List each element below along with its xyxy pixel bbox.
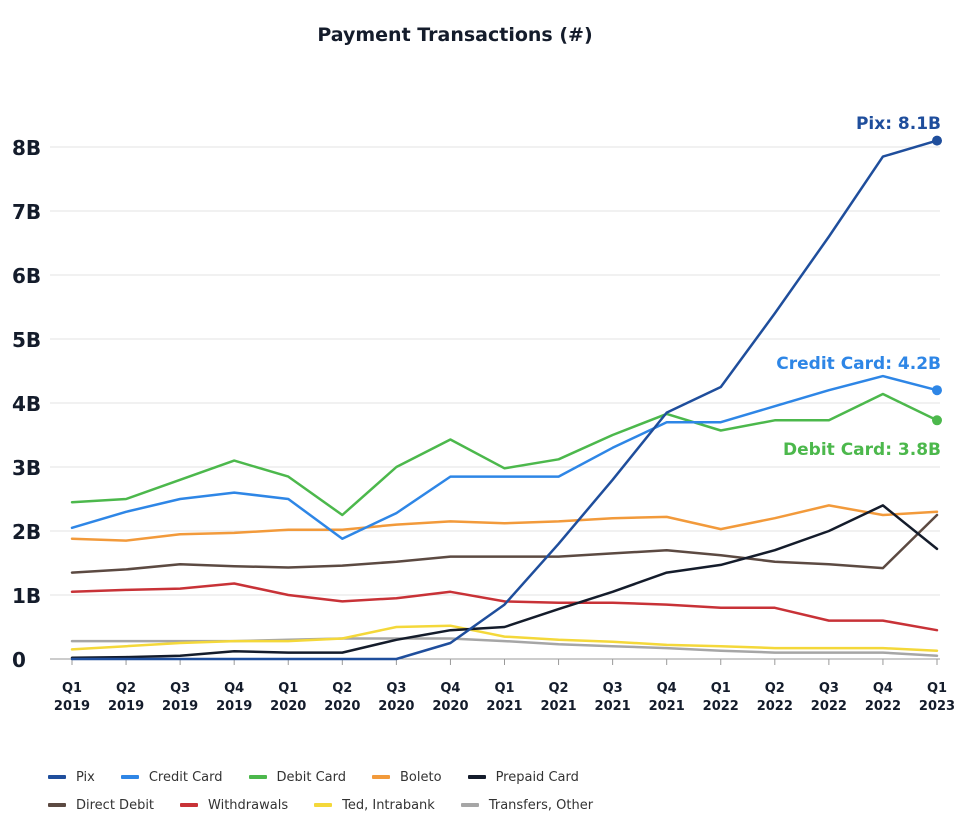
series-line-debit-card	[70, 392, 939, 517]
x-tick-label: Q3 2021	[595, 681, 631, 714]
y-tick-label: 4B	[12, 392, 41, 416]
end-value-label: Pix: 8.1B	[856, 114, 941, 134]
legend-item: Withdrawals	[180, 798, 288, 813]
legend-swatch	[314, 803, 333, 807]
legend-swatch	[372, 775, 391, 779]
x-tick-label: Q1 2020	[270, 681, 306, 714]
legend: Pix Credit Card Debit Card Boleto Prepaid Ca…	[48, 763, 948, 819]
end-value-label: Credit Card: 4.2B	[776, 354, 941, 374]
y-tick-label: 8B	[12, 136, 41, 160]
y-tick-label: 0	[12, 648, 26, 672]
y-tick-label: 2B	[12, 520, 41, 544]
legend-item: Prepaid Card	[467, 769, 579, 785]
x-tick-label: Q4 2021	[649, 681, 685, 714]
series-end-labels: Debit Card: 3.8B Credit Card: 4.2B Pix: 8.…	[776, 114, 941, 460]
legend-label: Transfers, Other	[488, 797, 594, 813]
legend-label: Withdrawals	[208, 797, 289, 813]
legend-swatch	[48, 803, 66, 807]
x-tick-label: Q3 2022	[811, 681, 847, 714]
series-line-pix	[70, 139, 939, 661]
legend-row: Pix Credit Card Debit Card Boleto Prepaid Ca…	[48, 763, 948, 791]
x-tick-label: Q3 2019	[162, 681, 198, 714]
legend-label: Credit Card	[148, 769, 223, 785]
gridlines	[50, 146, 940, 660]
x-tick-label: Q2 2019	[108, 681, 144, 714]
end-marker	[932, 135, 942, 146]
x-tick-label: Q2 2022	[757, 681, 793, 714]
legend-swatch	[180, 803, 199, 807]
legend-row: Direct Debit Withdrawals Ted, Intrabank Tra…	[48, 791, 948, 819]
x-tick-label: Q1 2022	[703, 681, 739, 714]
series-line-withdrawals	[70, 582, 939, 632]
x-tick-label: Q1 2023	[919, 681, 955, 714]
legend-swatch	[248, 775, 267, 779]
y-tick-label: 1B	[12, 584, 41, 608]
legend-label: Ted, Intrabank	[342, 797, 435, 813]
x-tick-label: Q3 2020	[378, 681, 414, 714]
x-tick-label: Q1 2021	[486, 681, 522, 714]
chart-title: Payment Transactions (#)	[317, 24, 593, 46]
legend-swatch	[467, 775, 486, 779]
series-line-direct-debit	[70, 513, 939, 574]
legend-item: Boleto	[372, 770, 442, 785]
y-tick-label: 3B	[12, 456, 41, 480]
legend-label: Debit Card	[276, 769, 347, 785]
legend-swatch	[460, 803, 479, 807]
legend-item: Pix	[48, 770, 95, 785]
legend-swatch	[48, 775, 66, 779]
x-tick-label: Q2 2020	[324, 681, 360, 714]
legend-item: Credit Card	[120, 769, 223, 785]
series-line-prepaid-card	[70, 504, 939, 659]
legend-item: Ted, Intrabank	[314, 798, 435, 813]
end-value-label: Debit Card: 3.8B	[783, 440, 941, 460]
x-tick-label: Q4 2019	[216, 681, 252, 714]
legend-label: Prepaid Card	[495, 769, 579, 785]
x-tick-label: Q4 2020	[432, 681, 468, 714]
y-axis-tick-labels: 0 1B 2B 3B 4B 5B 6B 7B 8B	[12, 136, 41, 672]
legend-swatch	[120, 775, 139, 779]
legend-item: Debit Card	[248, 769, 347, 785]
series-line-ted-intrabank	[70, 624, 939, 652]
x-axis-tick-labels: Q1 2019 Q2 2019 Q3 2019 Q4 2019 Q1 2020 Q2 2020 Q3 20…	[54, 659, 955, 714]
y-tick-label: 6B	[12, 264, 41, 288]
legend-item: Transfers, Other	[460, 797, 594, 813]
series-line-credit-card	[70, 374, 939, 540]
x-tick-label: Q1 2019	[54, 681, 90, 714]
x-tick-label: Q4 2022	[865, 681, 901, 714]
end-marker	[932, 385, 942, 396]
series-line-boleto	[70, 504, 939, 542]
series-lines	[70, 139, 939, 661]
legend-label: Pix	[76, 769, 95, 785]
legend-label: Direct Debit	[76, 797, 155, 813]
legend-item: Direct Debit	[48, 798, 154, 813]
line-chart: 0 1B 2B 3B 4B 5B 6B 7B 8B Q1 2019 Q2 2019 Q3 2019 Q4 20…	[12, 114, 955, 714]
end-marker	[932, 415, 942, 426]
y-tick-label: 5B	[12, 328, 41, 352]
series-end-markers	[932, 135, 942, 426]
legend-label: Boleto	[400, 769, 442, 785]
y-tick-label: 7B	[12, 200, 41, 224]
x-tick-label: Q2 2021	[540, 681, 576, 714]
